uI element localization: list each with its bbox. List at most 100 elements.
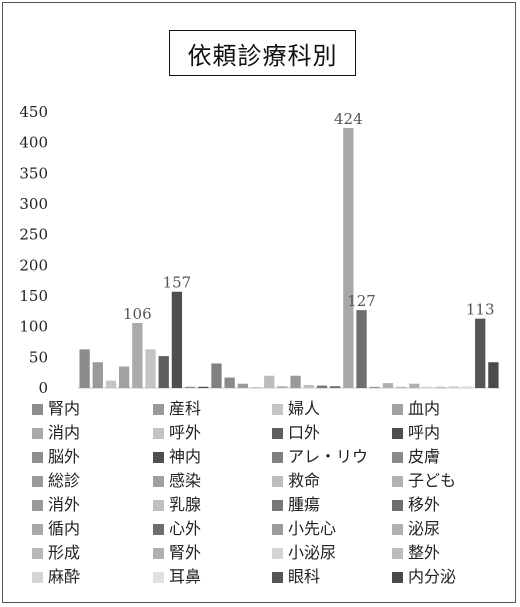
legend-label-4: 血内 xyxy=(408,399,440,418)
legend-swatch-23 xyxy=(272,524,283,535)
y-tick-label: 100 xyxy=(19,318,48,336)
bar-9 xyxy=(184,386,196,388)
bar-32 xyxy=(488,362,499,388)
legend-swatch-25 xyxy=(32,548,43,559)
legend-label-29: 麻酔 xyxy=(48,567,80,586)
legend-label-19: 腫瘍 xyxy=(288,495,320,514)
legend-label-1: 腎内 xyxy=(48,399,80,418)
y-tick-label: 200 xyxy=(19,256,48,274)
bar-25 xyxy=(395,386,407,388)
bar-16 xyxy=(277,386,288,388)
legend-label-2: 産科 xyxy=(169,399,201,418)
bar-21 xyxy=(343,127,354,388)
bar-12 xyxy=(224,377,235,388)
legend-swatch-21 xyxy=(32,524,43,535)
legend-label-6: 呼外 xyxy=(169,423,201,442)
legend-label-18: 乳腺 xyxy=(169,495,201,514)
legend-swatch-3 xyxy=(272,404,283,415)
legend-label-13: 総診 xyxy=(48,471,80,490)
legend-swatch-28 xyxy=(392,548,403,559)
legend-swatch-6 xyxy=(153,428,164,439)
bar-30 xyxy=(461,386,473,388)
legend-swatch-18 xyxy=(153,500,164,511)
legend-swatch-27 xyxy=(272,548,283,559)
legend-swatch-16 xyxy=(392,476,403,487)
legend-label-25: 形成 xyxy=(48,543,80,562)
bar-13 xyxy=(237,383,248,388)
bar-8 xyxy=(171,291,183,388)
legend-label-16: 子ども xyxy=(408,471,456,490)
legend-label-23: 小先心 xyxy=(288,519,336,538)
legend-label-26: 腎外 xyxy=(169,543,201,562)
y-tick-label: 450 xyxy=(19,103,48,121)
data-label-22: 127 xyxy=(347,292,376,310)
legend-label-15: 救命 xyxy=(288,471,320,490)
legend-label-24: 泌尿 xyxy=(408,519,440,538)
legend-swatch-14 xyxy=(153,476,164,487)
legend-label-14: 感染 xyxy=(169,471,201,490)
bar-27 xyxy=(422,386,433,388)
legend-swatch-10 xyxy=(153,452,164,463)
legend-label-31: 眼科 xyxy=(288,567,320,586)
data-label-8: 157 xyxy=(163,274,192,292)
legend-swatch-13 xyxy=(32,476,43,487)
chart-frame: 依頼診療科別 xyxy=(2,2,516,603)
bar-14 xyxy=(250,387,262,388)
legend-swatch-11 xyxy=(272,452,283,463)
legend-swatch-8 xyxy=(392,428,403,439)
data-label-31: 113 xyxy=(466,301,495,319)
y-tick-label: 50 xyxy=(29,348,48,366)
legend-swatch-5 xyxy=(32,428,43,439)
legend-swatch-1 xyxy=(32,404,43,415)
bar-22 xyxy=(356,310,367,388)
bar-10 xyxy=(198,386,209,388)
legend-label-10: 神内 xyxy=(169,447,201,466)
legend-swatch-32 xyxy=(392,572,403,583)
legend-label-28: 整外 xyxy=(408,543,440,562)
legend-swatch-29 xyxy=(32,572,43,583)
bar-3 xyxy=(105,380,117,388)
bar-23 xyxy=(369,386,380,388)
y-tick-label: 350 xyxy=(19,164,48,182)
bar-20 xyxy=(330,386,341,388)
legend-label-21: 循内 xyxy=(48,519,80,538)
bar-15 xyxy=(264,375,275,388)
legend-swatch-22 xyxy=(153,524,164,535)
legend-swatch-24 xyxy=(392,524,403,535)
bar-7 xyxy=(158,356,169,388)
legend-swatch-31 xyxy=(272,572,283,583)
legend-label-7: 口外 xyxy=(288,423,320,442)
bar-2 xyxy=(92,362,103,388)
bar-29 xyxy=(448,386,459,388)
y-tick-label: 300 xyxy=(19,195,48,213)
legend-label-3: 婦人 xyxy=(288,399,320,418)
bar-31 xyxy=(475,318,486,388)
legend-label-11: アレ・リウ xyxy=(288,447,368,466)
legend-swatch-7 xyxy=(272,428,283,439)
legend-label-9: 脳外 xyxy=(48,447,80,466)
y-tick-label: 250 xyxy=(19,226,48,244)
legend-swatch-12 xyxy=(392,452,403,463)
legend-swatch-4 xyxy=(392,404,403,415)
legend-swatch-2 xyxy=(153,404,164,415)
bar-17 xyxy=(290,375,301,388)
legend-label-17: 消外 xyxy=(48,495,80,514)
bar-24 xyxy=(382,383,394,388)
legend-label-20: 移外 xyxy=(408,495,440,514)
legend-label-27: 小泌尿 xyxy=(288,543,336,562)
legend-swatch-9 xyxy=(32,452,43,463)
legend-label-32: 内分泌 xyxy=(408,567,456,586)
bar-4 xyxy=(119,366,130,388)
data-label-21: 424 xyxy=(334,110,363,128)
legend-swatch-20 xyxy=(392,500,403,511)
y-tick-label: 0 xyxy=(38,379,48,397)
legend-swatch-17 xyxy=(32,500,43,511)
y-tick-label: 150 xyxy=(19,287,48,305)
legend-swatch-15 xyxy=(272,476,283,487)
legend-swatch-26 xyxy=(153,548,164,559)
legend-swatch-19 xyxy=(272,500,283,511)
bar-28 xyxy=(435,386,446,388)
legend-label-30: 耳鼻 xyxy=(169,567,201,586)
bar-18 xyxy=(303,384,314,388)
